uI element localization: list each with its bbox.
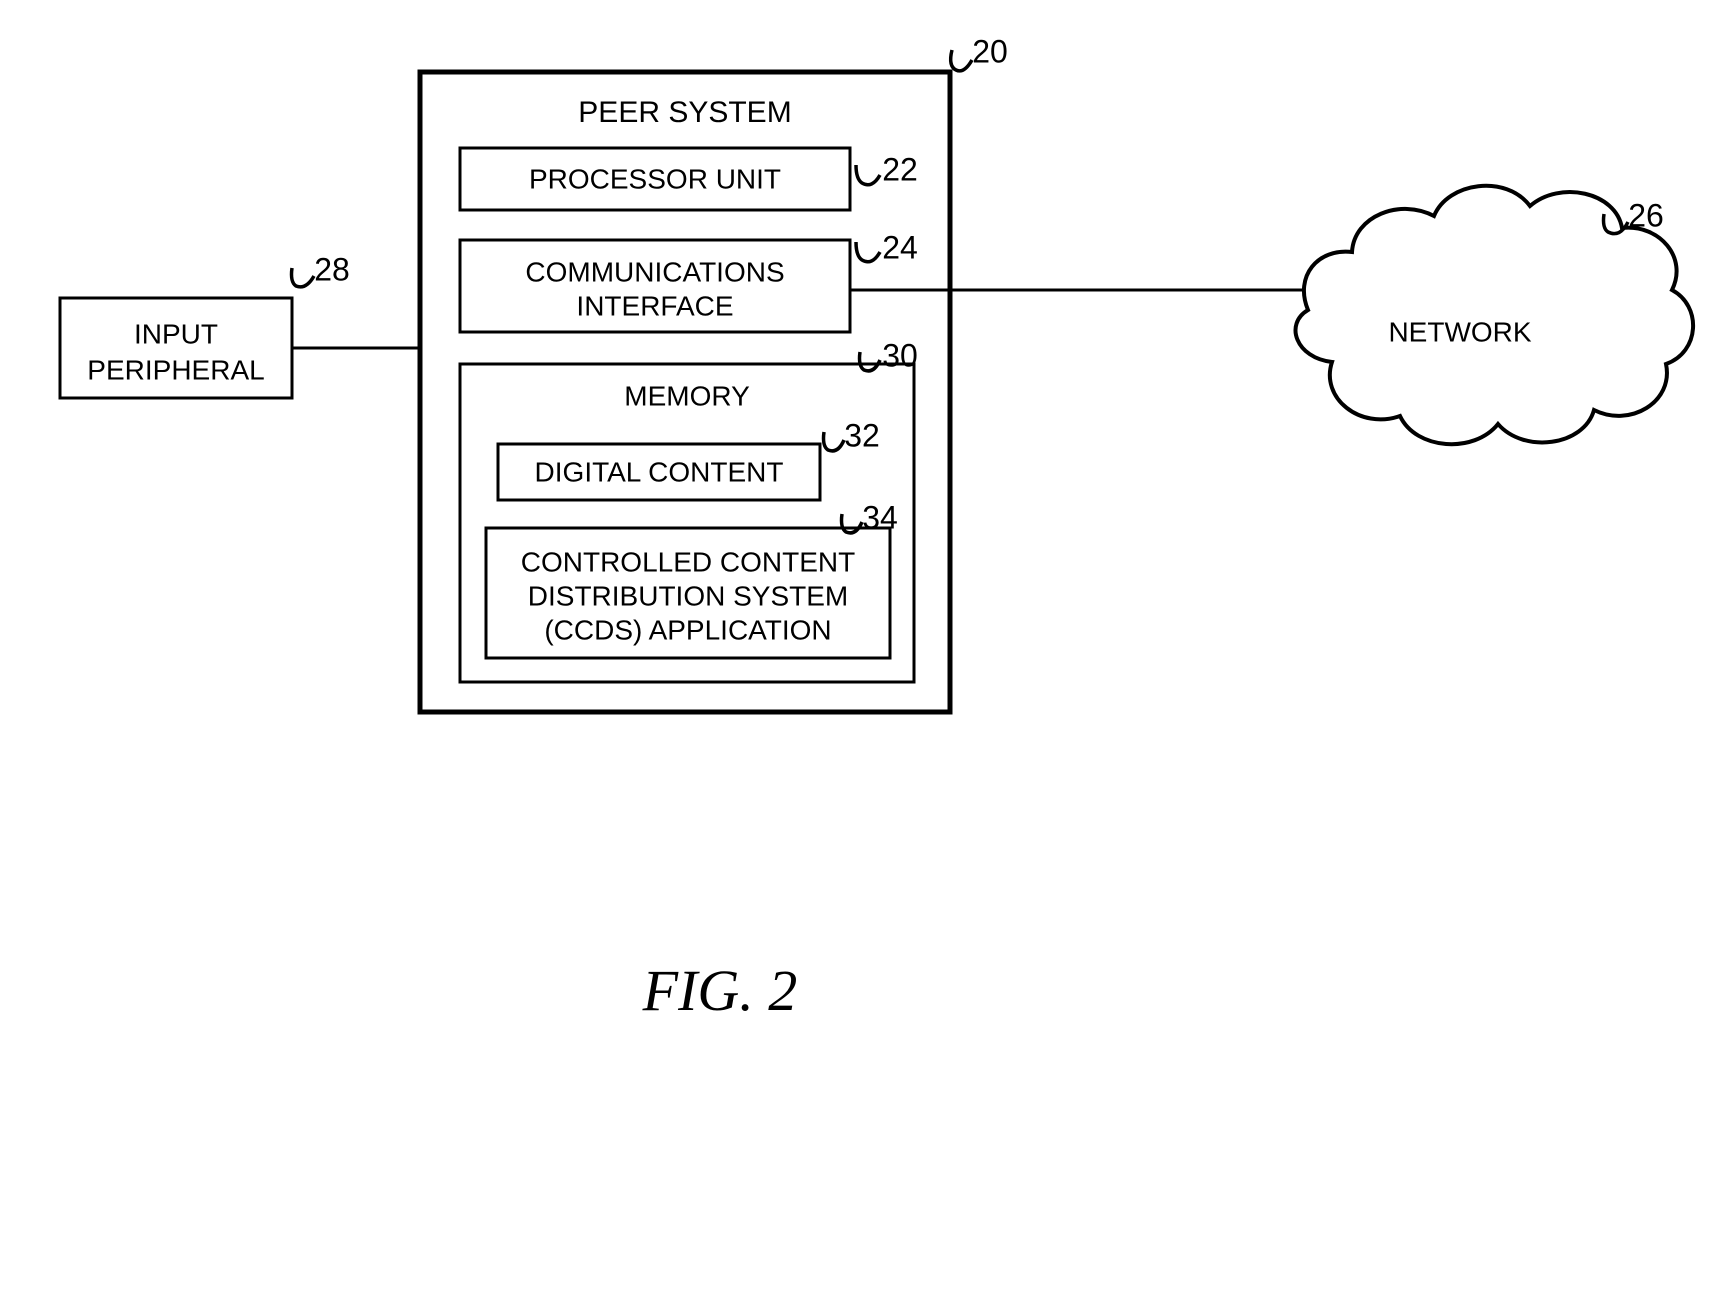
ccds-label: CONTROLLED CONTENTDISTRIBUTION SYSTEM(CC… — [521, 546, 855, 645]
input-peripheral-ref: 28 — [314, 251, 350, 287]
svg-text:INTERFACE: INTERFACE — [576, 290, 733, 321]
comm-ref: 24 — [882, 229, 918, 265]
ccds-ref: 34 — [862, 499, 898, 535]
network-label: NETWORK — [1388, 316, 1531, 347]
svg-text:PEER SYSTEM: PEER SYSTEM — [578, 96, 791, 129]
svg-text:DIGITAL CONTENT: DIGITAL CONTENT — [535, 456, 784, 487]
peer-system-ref: 20 — [972, 33, 1008, 69]
svg-text:PROCESSOR UNIT: PROCESSOR UNIT — [529, 163, 781, 194]
digital-content-ref: 32 — [844, 417, 880, 453]
memory-ref: 30 — [882, 337, 918, 373]
digital-content-label: DIGITAL CONTENT — [535, 456, 784, 487]
svg-text:DISTRIBUTION SYSTEM: DISTRIBUTION SYSTEM — [528, 580, 848, 611]
memory-title: MEMORY — [624, 380, 750, 411]
svg-text:CONTROLLED CONTENT: CONTROLLED CONTENT — [521, 546, 855, 577]
processor-ref: 22 — [882, 151, 918, 187]
svg-text:NETWORK: NETWORK — [1388, 316, 1531, 347]
svg-text:COMMUNICATIONS: COMMUNICATIONS — [525, 256, 784, 287]
svg-text:PERIPHERAL: PERIPHERAL — [87, 354, 264, 385]
figure-caption: FIG. 2 — [642, 958, 798, 1023]
svg-text:(CCDS) APPLICATION: (CCDS) APPLICATION — [544, 614, 831, 645]
network-ref: 26 — [1628, 197, 1664, 233]
input-peripheral-leader — [292, 268, 315, 287]
svg-text:MEMORY: MEMORY — [624, 380, 750, 411]
processor-label: PROCESSOR UNIT — [529, 163, 781, 194]
svg-text:INPUT: INPUT — [134, 318, 218, 349]
peer-system-leader — [951, 50, 972, 71]
peer-system-title: PEER SYSTEM — [578, 96, 791, 129]
